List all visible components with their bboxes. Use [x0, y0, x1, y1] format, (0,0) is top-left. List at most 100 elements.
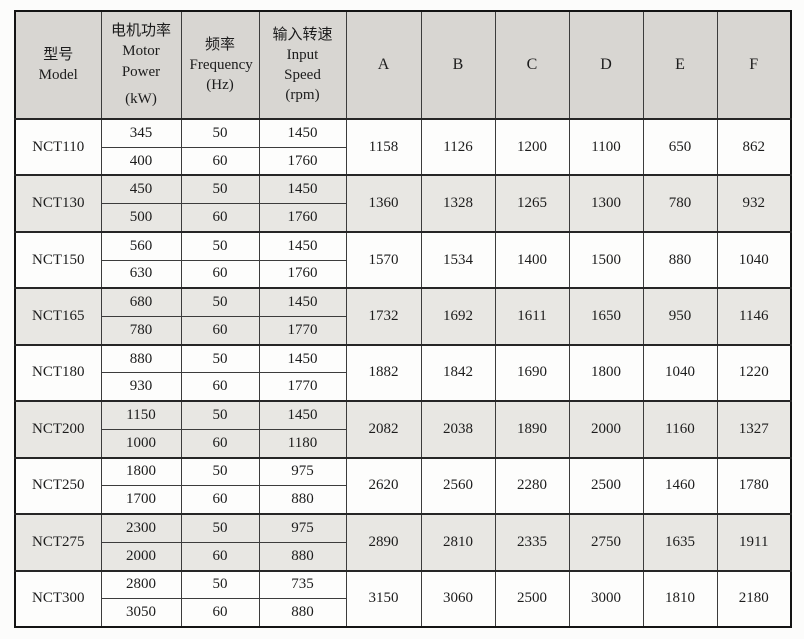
- speed-cell: 1450: [258, 117, 347, 148]
- power-cell: 560: [100, 230, 182, 261]
- header-dim-f: F: [716, 10, 792, 120]
- speed-cell: 1760: [258, 146, 347, 176]
- power-cell: 450: [100, 174, 182, 205]
- dim-f-cell: 2180: [716, 569, 792, 628]
- dim-e-cell: 1810: [642, 569, 718, 628]
- speed-cell: 735: [258, 569, 347, 600]
- dim-b-cell: 3060: [420, 569, 496, 628]
- table-row: NCT130 450 50 1450 1360 1328 1265 1300 780 932: [14, 174, 792, 233]
- model-cell: NCT300: [14, 569, 102, 628]
- dim-e-cell: 950: [642, 287, 718, 346]
- dim-a-cell: 1732: [345, 287, 422, 346]
- dim-d-cell: 2000: [568, 400, 644, 459]
- power-cell: 930: [100, 372, 182, 402]
- power-cell: 2000: [100, 541, 182, 572]
- table-header: 型号 Model 电机功率 Motor Power (kW) 频率 Freque…: [14, 10, 792, 120]
- frequency-cell: 50: [180, 287, 260, 318]
- frequency-cell: 60: [180, 146, 260, 176]
- dim-a-cell: 2082: [345, 400, 422, 459]
- speed-cell: 1770: [258, 372, 347, 402]
- dim-f-cell: 932: [716, 174, 792, 233]
- dim-b-cell: 1534: [420, 230, 496, 289]
- frequency-cell: 50: [180, 230, 260, 261]
- speed-cell: 880: [258, 485, 347, 515]
- speed-cell: 1450: [258, 343, 347, 374]
- dim-d-cell: 1650: [568, 287, 644, 346]
- dim-f-cell: 1040: [716, 230, 792, 289]
- header-model-en: Model: [38, 67, 78, 83]
- dim-a-cell: 1158: [345, 117, 422, 176]
- model-cell: NCT200: [14, 400, 102, 459]
- frequency-cell: 50: [180, 569, 260, 600]
- speed-cell: 1770: [258, 316, 347, 346]
- dim-b-cell: 2810: [420, 513, 496, 572]
- dim-a-cell: 1882: [345, 343, 422, 402]
- header-frequency-unit: (Hz): [206, 77, 234, 94]
- header-frequency-zh: 频率: [204, 36, 235, 53]
- speed-cell: 975: [258, 513, 347, 543]
- model-cell: NCT250: [14, 456, 102, 515]
- speed-cell: 880: [258, 598, 347, 628]
- power-cell: 345: [100, 117, 182, 148]
- speed-cell: 1450: [258, 287, 347, 318]
- frequency-cell: 60: [180, 259, 260, 289]
- header-input-speed: 输入转速 Input Speed (rpm): [258, 10, 347, 120]
- dim-e-cell: 880: [642, 230, 718, 289]
- header-motor-power-zh: 电机功率: [110, 23, 171, 39]
- table-row: NCT300 2800 50 735 3150 3060 2500 3000 1810 2180: [14, 569, 792, 628]
- dim-d-cell: 3000: [568, 569, 644, 628]
- model-cell: NCT110: [14, 117, 102, 176]
- header-dim-b: B: [420, 10, 496, 120]
- dim-f-cell: 862: [716, 117, 792, 176]
- dim-d-cell: 2500: [568, 456, 644, 515]
- dim-e-cell: 1635: [642, 513, 718, 572]
- dim-b-cell: 1842: [420, 343, 496, 402]
- dim-e-cell: 780: [642, 174, 718, 233]
- dim-d-cell: 1500: [568, 230, 644, 289]
- table-row: NCT110 345 50 1450 1158 1126 1200 1100 650 862: [14, 117, 792, 176]
- frequency-cell: 60: [180, 598, 260, 628]
- dim-c-cell: 2335: [494, 513, 570, 572]
- dim-a-cell: 1360: [345, 174, 422, 233]
- dim-c-cell: 1265: [494, 174, 570, 233]
- header-input-speed-unit: (rpm): [285, 87, 320, 104]
- dim-c-cell: 1611: [494, 287, 570, 346]
- table-row: NCT200 1150 50 1450 2082 2038 1890 2000 1160 1327: [14, 400, 792, 459]
- header-dim-a: A: [345, 10, 422, 120]
- speed-cell: 975: [258, 456, 347, 487]
- frequency-cell: 60: [180, 541, 260, 572]
- power-cell: 1800: [100, 456, 182, 487]
- header-motor-power-unit: (kW): [125, 90, 157, 107]
- speed-cell: 1450: [258, 400, 347, 430]
- dim-b-cell: 1692: [420, 287, 496, 346]
- frequency-cell: 50: [180, 117, 260, 148]
- frequency-cell: 50: [180, 174, 260, 205]
- header-input-speed-zh: 输入转速: [272, 26, 333, 43]
- frequency-cell: 50: [180, 343, 260, 374]
- dim-d-cell: 1100: [568, 117, 644, 176]
- dim-c-cell: 1400: [494, 230, 570, 289]
- dim-c-cell: 1690: [494, 343, 570, 402]
- power-cell: 680: [100, 287, 182, 318]
- dim-c-cell: 2280: [494, 456, 570, 515]
- dim-f-cell: 1220: [716, 343, 792, 402]
- header-frequency-en: Frequency: [189, 56, 253, 73]
- power-cell: 2300: [100, 513, 182, 543]
- header-motor-power-en: Motor Power: [121, 43, 161, 80]
- header-frequency: 频率 Frequency (Hz): [180, 10, 260, 120]
- dim-c-cell: 1200: [494, 117, 570, 176]
- table-row: NCT165 680 50 1450 1732 1692 1611 1650 950 1146: [14, 287, 792, 346]
- header-motor-power: 电机功率 Motor Power (kW): [100, 10, 182, 120]
- speed-cell: 1450: [258, 230, 347, 261]
- dim-f-cell: 1327: [716, 400, 792, 459]
- power-cell: 1000: [100, 428, 182, 459]
- dim-c-cell: 2500: [494, 569, 570, 628]
- frequency-cell: 50: [180, 456, 260, 487]
- power-cell: 2800: [100, 569, 182, 600]
- power-cell: 1700: [100, 485, 182, 515]
- dim-b-cell: 1126: [420, 117, 496, 176]
- power-cell: 3050: [100, 598, 182, 628]
- table-row: NCT180 880 50 1450 1882 1842 1690 1800 1040 1220: [14, 343, 792, 402]
- speed-cell: 1180: [258, 428, 347, 459]
- model-cell: NCT180: [14, 343, 102, 402]
